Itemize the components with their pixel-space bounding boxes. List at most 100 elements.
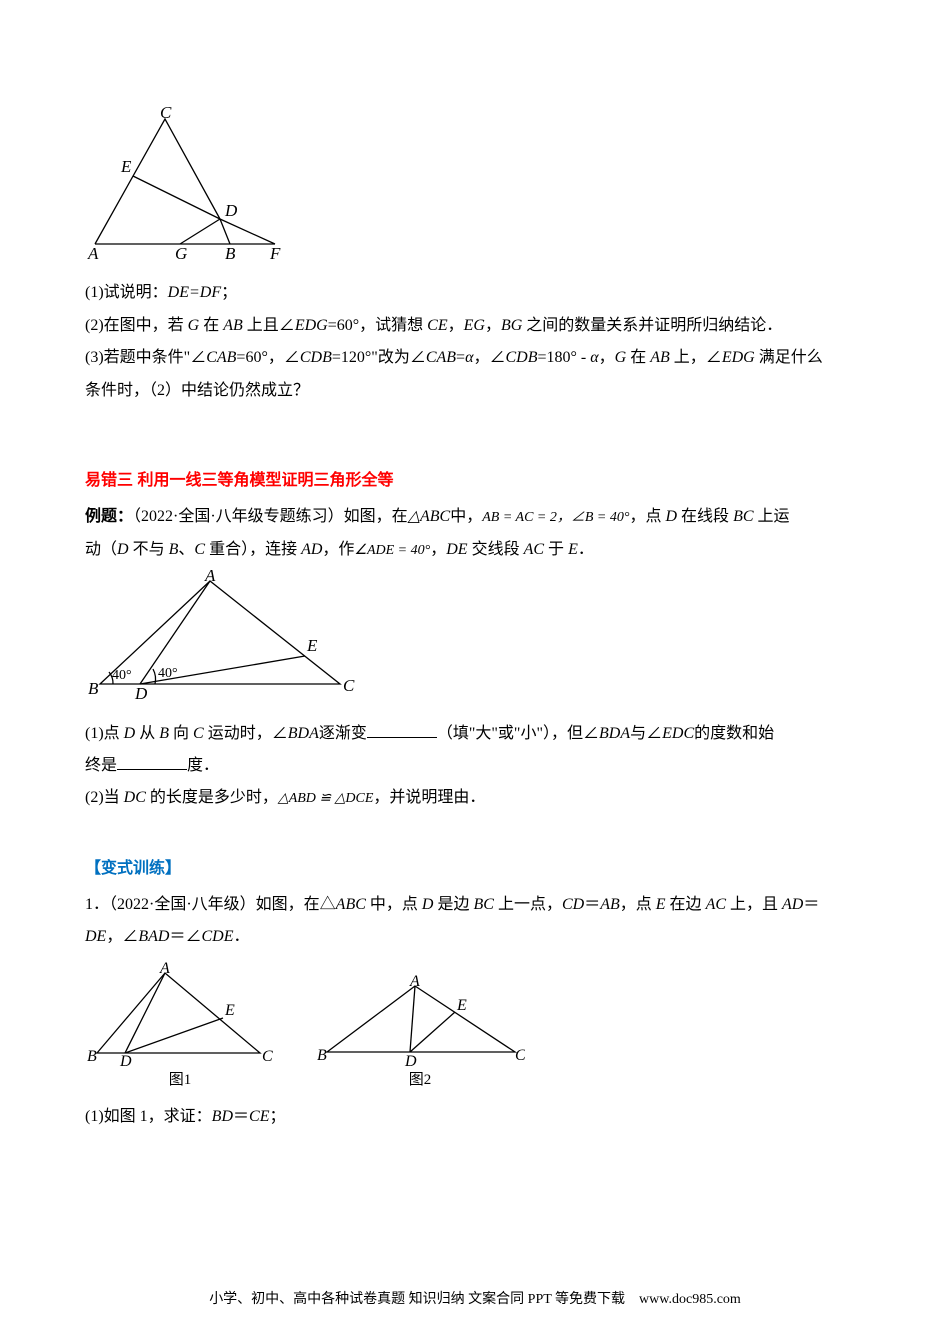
t: ， [448, 317, 464, 334]
t: ，并说明理由． [373, 789, 485, 806]
cdb2: CDB [506, 349, 538, 366]
t: ＝∠ [169, 928, 201, 945]
expr: DE=DF [168, 284, 221, 301]
bd: BD [212, 1108, 233, 1125]
t: (2)在图中，若 [85, 317, 188, 334]
t: 的长度是多少时， [146, 789, 278, 806]
q2-p1: (1)点 D 从 B 向 C 运动时，∠BDA逐渐变（填"大"或"小"），但∠B… [85, 719, 865, 749]
label-E: E [306, 636, 318, 655]
example-label: 例题： [85, 508, 133, 525]
t: ＝ [584, 896, 600, 913]
t: 在 [199, 317, 223, 334]
t: 交线段 [468, 541, 524, 558]
de: DE [446, 541, 467, 558]
ab: AB [650, 349, 670, 366]
t: =60°，试猜想 [328, 317, 427, 334]
q2-p2: (2)当 DC 的长度是多少时，△ABD ≌ △DCE，并说明理由． [85, 783, 865, 813]
eq1: AB = AC = 2，∠B = 40° [482, 510, 629, 525]
t: 中， [450, 508, 482, 525]
ac: AC [524, 541, 544, 558]
t: 在边 [666, 896, 706, 913]
t: 上，∠ [670, 349, 722, 366]
edg: EDG [295, 317, 328, 334]
g: G [615, 349, 627, 366]
label-A: A [159, 961, 170, 977]
label-B: B [87, 1048, 97, 1065]
label-D: D [404, 1053, 417, 1066]
t: (1)点 [85, 725, 124, 742]
example-line1: 例题：（2022·全国·八年级专题练习）如图，在△ABC中，AB = AC = … [85, 502, 865, 532]
t: 在线段 [677, 508, 733, 525]
t: 重合），连接 [205, 541, 301, 558]
t: 度． [187, 757, 219, 774]
ce: CE [249, 1108, 269, 1125]
d: D [117, 541, 129, 558]
b: B [169, 541, 179, 558]
t: = [456, 349, 465, 366]
label-B: B [88, 679, 99, 698]
t: ＝ [233, 1108, 249, 1125]
de: DE [85, 928, 106, 945]
t: =180° - [538, 349, 591, 366]
d: D [422, 896, 434, 913]
t: ，∠ [473, 349, 505, 366]
label-E: E [120, 157, 132, 176]
label-C: C [343, 676, 355, 695]
label-F: F [269, 244, 281, 259]
text: ； [221, 284, 237, 301]
t: 上一点， [494, 896, 562, 913]
figure-3: A B C D E 图1 A B C D E 图2 [85, 961, 865, 1095]
label-C: C [160, 104, 172, 122]
t: ． [233, 928, 249, 945]
caption-1: 图1 [169, 1066, 192, 1095]
t: (1)如图 1，求证： [85, 1108, 212, 1125]
page-footer: 小学、初中、高中各种试卷真题 知识归纳 文案合同 PPT 等免费下载 www.d… [0, 1287, 950, 1314]
label-E: E [224, 1002, 235, 1019]
t: 上，且 [726, 896, 782, 913]
cdb: CDB [300, 349, 332, 366]
ad: AD [782, 896, 803, 913]
variation-title: 【变式训练】 [85, 854, 865, 884]
label-A: A [204, 569, 216, 585]
e: E [656, 896, 666, 913]
eq2: ∠ADE = 40° [354, 543, 430, 558]
fig3-right: A B C D E 图2 [315, 974, 525, 1095]
angle2: 40° [158, 666, 178, 681]
bc: BC [473, 896, 493, 913]
t: 满足什么 [755, 349, 823, 366]
t: 、 [178, 541, 194, 558]
t: ，点 [629, 508, 665, 525]
t: 的度数和始 [694, 725, 774, 742]
label-D: D [119, 1053, 132, 1066]
cab2: CAB [426, 349, 456, 366]
blank-1[interactable] [367, 722, 437, 738]
q1-line2: (2)在图中，若 G 在 AB 上且∠EDG=60°，试猜想 CE，EG，BG … [85, 311, 865, 341]
t: ， [430, 541, 446, 558]
caption-2: 图2 [409, 1066, 432, 1095]
t: 运动时，∠ [204, 725, 288, 742]
t: =60°，∠ [236, 349, 299, 366]
t: ，∠ [106, 928, 138, 945]
t: (2)当 [85, 789, 124, 806]
t: (3)若题中条件"∠ [85, 349, 206, 366]
fig3-left: A B C D E 图1 [85, 961, 275, 1095]
figure-2: A B C D E 40° 40° [85, 569, 865, 710]
b: B [159, 725, 169, 742]
cd: CD [562, 896, 584, 913]
bda: BDA [288, 725, 319, 742]
t: 上运 [754, 508, 790, 525]
diagram-svg-3b: A B C D E [315, 974, 525, 1066]
q1-line4: 条件时，（2）中结论仍然成立？ [85, 376, 865, 406]
label-D: D [134, 684, 148, 699]
t: （2022·全国·八年级专题练习）如图，在 [133, 508, 408, 525]
t: （填"大"或"小"），但∠ [437, 725, 599, 742]
t: 中，点 [366, 896, 422, 913]
diagram-svg-2: A B C D E 40° 40° [85, 569, 365, 699]
blank-2[interactable] [117, 754, 187, 770]
t: ，点 [620, 896, 656, 913]
ce: CE [427, 317, 447, 334]
label-C: C [262, 1048, 273, 1065]
c: C [194, 541, 205, 558]
ad: AD [301, 541, 322, 558]
diagram-svg: C E D A G B F [85, 104, 285, 259]
